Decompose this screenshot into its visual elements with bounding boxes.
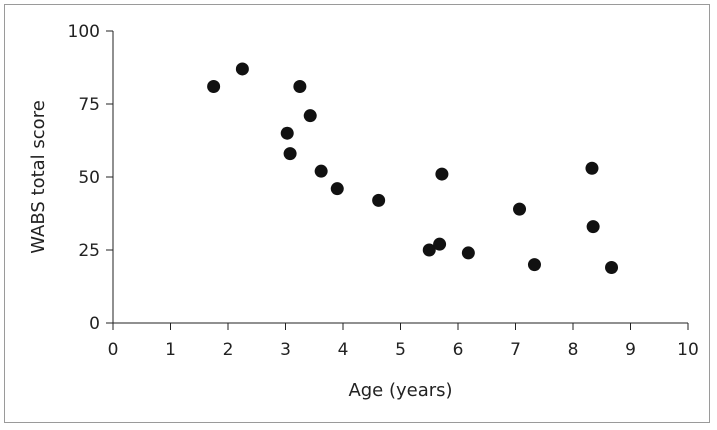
x-axis-label: Age (years) bbox=[348, 380, 452, 401]
data-point bbox=[372, 193, 386, 207]
y-tick-label: 25 bbox=[78, 241, 100, 261]
chart-frame bbox=[4, 4, 710, 423]
x-tick-label: 7 bbox=[510, 340, 521, 360]
x-tick-label: 6 bbox=[453, 340, 464, 360]
data-point bbox=[314, 164, 328, 178]
y-tick-label: 50 bbox=[78, 168, 100, 188]
x-tick-label: 9 bbox=[625, 340, 636, 360]
data-point bbox=[585, 161, 599, 175]
data-points bbox=[207, 62, 619, 275]
x-tick-label: 3 bbox=[280, 340, 291, 360]
y-axis-label: WABS total score bbox=[28, 100, 49, 254]
data-point bbox=[435, 167, 449, 181]
data-point bbox=[330, 182, 344, 196]
x-tick-label: 4 bbox=[338, 340, 349, 360]
data-point bbox=[235, 62, 249, 76]
data-point bbox=[280, 126, 294, 140]
x-tick-label: 5 bbox=[395, 340, 406, 360]
data-point bbox=[303, 109, 317, 123]
data-point bbox=[527, 258, 541, 272]
y-ticks: 0 25 50 75 100 bbox=[68, 22, 113, 334]
x-tick-label: 1 bbox=[165, 340, 176, 360]
x-ticks: 0 1 2 3 4 5 6 7 8 9 10 bbox=[108, 323, 699, 360]
y-tick-label: 75 bbox=[78, 95, 100, 115]
data-point bbox=[605, 261, 619, 275]
data-point bbox=[422, 243, 436, 257]
data-point bbox=[513, 202, 527, 216]
data-point bbox=[433, 237, 447, 251]
x-tick-label: 10 bbox=[677, 340, 699, 360]
axes bbox=[112, 31, 688, 324]
y-tick-label: 100 bbox=[68, 22, 100, 42]
x-tick-label: 0 bbox=[108, 340, 119, 360]
data-point bbox=[461, 246, 475, 260]
x-tick-label: 8 bbox=[568, 340, 579, 360]
data-point bbox=[207, 79, 221, 93]
data-point bbox=[293, 79, 307, 93]
data-point bbox=[283, 147, 297, 161]
y-tick-label: 0 bbox=[89, 314, 100, 334]
data-point bbox=[586, 220, 600, 234]
x-tick-label: 2 bbox=[223, 340, 234, 360]
